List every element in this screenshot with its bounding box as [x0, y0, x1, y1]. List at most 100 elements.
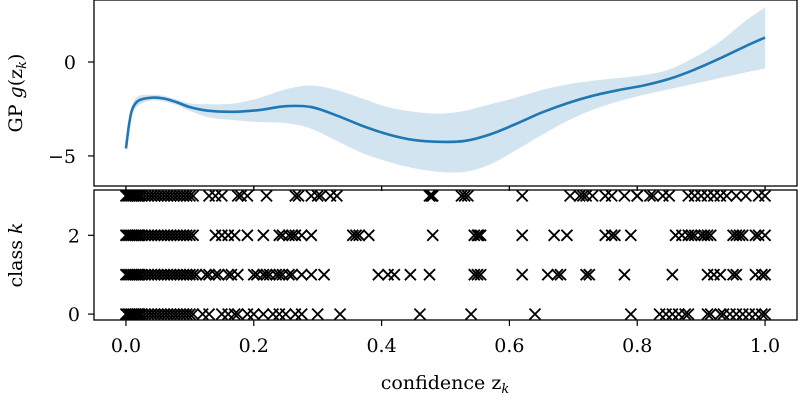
class-0-marker [749, 307, 762, 321]
class-2-marker [701, 229, 714, 242]
class-1-marker [471, 268, 484, 281]
gp-confidence-band [125, 7, 766, 173]
class-2-marker [305, 229, 318, 242]
class-0-marker [723, 307, 737, 321]
class-1-marker [282, 268, 296, 281]
class-1-marker [666, 268, 679, 281]
class-1-marker [474, 268, 487, 281]
class-2-marker [685, 229, 698, 242]
class-3-marker [605, 189, 618, 203]
gp-mean-line [124, 36, 766, 149]
class-3-marker [739, 189, 753, 203]
class-1-marker [317, 268, 331, 281]
class-0-marker [186, 307, 200, 321]
class-2-marker [273, 229, 286, 242]
class-0-marker [228, 307, 241, 321]
class-1-marker [749, 268, 762, 281]
class-1-marker [707, 268, 721, 281]
class-3-marker [563, 189, 577, 203]
class-2-marker [758, 229, 772, 242]
class-2-marker [474, 229, 487, 242]
class-0-marker [279, 307, 292, 321]
class-3-marker [425, 189, 438, 203]
class-2-marker [736, 229, 749, 242]
class-1-marker [730, 268, 743, 281]
class-3-marker [324, 189, 337, 203]
class-0-marker [196, 307, 209, 321]
class-3-marker [720, 189, 733, 203]
class-1-marker [285, 268, 299, 281]
class-x-tick-label: 0.2 [239, 335, 269, 357]
class-0-marker [659, 307, 673, 321]
class-0-marker [311, 307, 324, 321]
class-2-marker [353, 229, 366, 242]
class-1-marker [579, 268, 593, 281]
class-3-marker [426, 189, 439, 203]
class-3-marker [647, 189, 660, 203]
class-2-marker [183, 229, 197, 242]
class-1-marker [726, 268, 740, 281]
class-3-marker [643, 189, 657, 203]
class-3-marker [707, 189, 721, 203]
class-2-marker [516, 229, 529, 242]
class-3-marker [209, 189, 222, 203]
class-2-marker [669, 229, 682, 242]
class-2-marker [733, 229, 746, 242]
class-x-tick-label: 0.8 [622, 335, 652, 357]
class-1-marker [541, 268, 554, 281]
class-y-ticks: 02 [68, 225, 94, 326]
class-3-marker [631, 189, 644, 203]
confidence-x-axis-label: confidence zk [381, 372, 510, 397]
class-2-marker [186, 229, 200, 242]
class-2-marker [362, 229, 375, 242]
class-2-marker [605, 229, 618, 242]
class-1-marker [701, 268, 714, 281]
class-2-marker [241, 229, 254, 242]
class-0-marker [257, 307, 270, 321]
class-1-marker [212, 268, 225, 281]
class-1-marker [404, 268, 417, 281]
class-0-marker [704, 307, 717, 321]
class-3-marker [202, 189, 216, 203]
class-2-marker [426, 229, 439, 242]
class-0-marker [231, 307, 244, 321]
class-1-marker [758, 268, 772, 281]
class-3-marker [682, 189, 695, 203]
class-1-marker [372, 268, 385, 281]
class-2-marker [215, 229, 228, 242]
class-3-marker [618, 189, 631, 203]
class-3-marker [183, 189, 197, 203]
class-3-marker [231, 189, 244, 203]
class-1-marker [209, 268, 222, 281]
class-x-tick-label: 1.0 [750, 335, 780, 357]
class-1-marker [190, 268, 203, 281]
class-2-marker [608, 229, 621, 242]
class-1-marker [231, 268, 244, 281]
class-1-marker [388, 268, 401, 281]
class-3-marker [599, 189, 612, 203]
class-3-marker [423, 189, 436, 203]
gp-y-axis-label: GP g(zk) [5, 54, 30, 133]
class-0-marker [624, 307, 637, 321]
class-y-tick-label: 2 [68, 225, 80, 247]
class-3-marker [656, 189, 669, 203]
class-2-marker [222, 229, 235, 242]
class-3-marker [730, 189, 743, 203]
class-3-marker [314, 189, 328, 203]
class-1-marker [618, 268, 631, 281]
class-2-marker [675, 229, 689, 242]
class-axes-frame [93, 189, 798, 321]
class-2-marker [599, 229, 612, 242]
class-3-marker [752, 189, 765, 203]
class-x-tick-label: 0.4 [366, 335, 396, 357]
class-0-marker [758, 307, 772, 321]
class-0-marker [714, 307, 727, 321]
class-0-marker [682, 307, 695, 321]
class-1-marker [423, 268, 436, 281]
class-0-marker [679, 307, 692, 321]
class-1-marker [186, 268, 200, 281]
class-0-marker [266, 307, 280, 321]
class-x-ticks: 0.0 0.2 0.4 0.6 0.8 1.0 [111, 186, 780, 357]
class-3-marker [701, 189, 714, 203]
